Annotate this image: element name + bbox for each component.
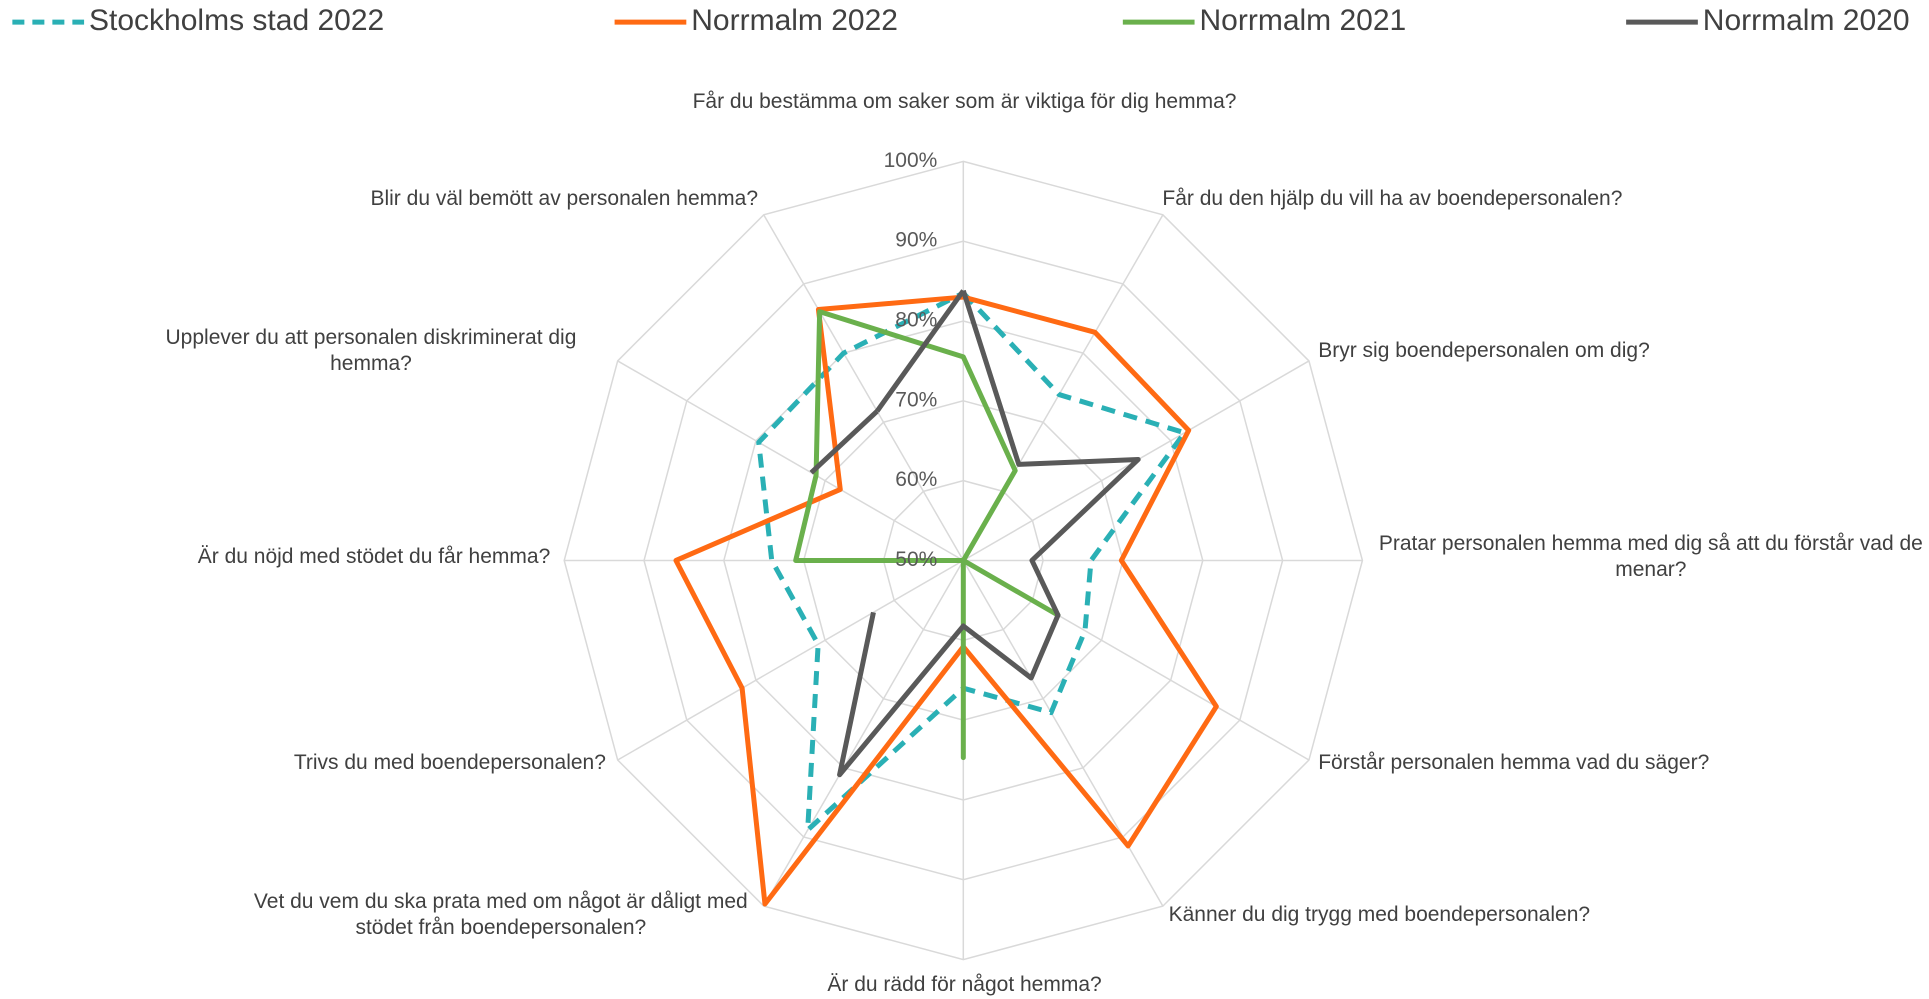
spoke [962,560,1164,907]
legend-label: Norrmalm 2022 [691,4,898,38]
tick-label: 100% [884,149,938,172]
spoke [617,360,964,562]
tick-label: 90% [895,229,937,252]
series-line [875,289,966,413]
category-label: Får du bestämma om saker som är viktiga … [692,89,1237,113]
spoke [617,559,964,761]
category-label: Upplever du att personalen diskriminerat… [165,326,577,376]
category-label: Är du rädd för något hemma? [827,972,1102,996]
category-label: Får du den hjälp du vill ha av boendeper… [1162,187,1623,210]
series-line [809,409,879,475]
tick-label: 60% [895,468,937,491]
category-label: Pratar personalen hemma med dig så att d… [1378,531,1923,581]
spoke [763,560,964,907]
tick-label: 80% [895,309,937,332]
legend-label: Norrmalm 2021 [1199,4,1407,38]
category-label: Bryr sig boendepersonalen om dig? [1318,338,1650,362]
tick-label: 70% [895,388,937,411]
spoke [763,214,964,561]
tick-label: 50% [895,548,937,571]
series-line [673,294,1219,907]
category-label: Är du nöjd med stödet du får hemma? [197,545,551,569]
category-label: Trivs du med boendepersonalen? [293,751,606,775]
legend-label: Norrmalm 2020 [1702,4,1910,38]
category-label: Känner du dig trygg med boendepersonalen… [1168,902,1591,926]
series-line [793,309,1061,761]
category-label: Vet du vem du ska prata med om något är … [253,890,748,940]
series-line [837,289,1141,778]
legend-label: Stockholms stad 2022 [89,4,385,38]
category-label: Blir du väl bemött av personalen hemma? [370,187,759,210]
category-label: Förstår personalen hemma vad du säger? [1318,751,1710,775]
